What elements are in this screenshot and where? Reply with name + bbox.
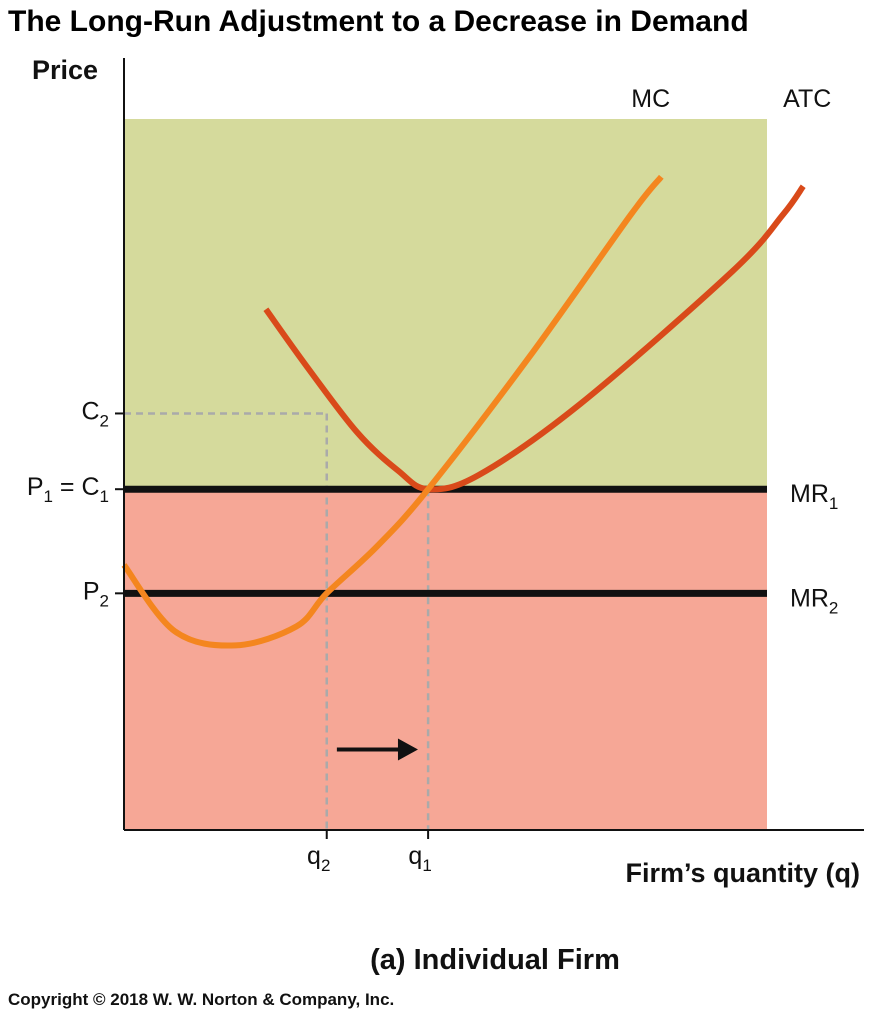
- mr-label-1: MR1: [790, 480, 838, 513]
- guide-lines: [124, 412, 430, 830]
- atc-curve-label: ATC: [783, 85, 831, 113]
- x-tick-label-1: q1: [408, 842, 431, 875]
- y-tick-label-1: P1 = C1: [27, 473, 109, 506]
- loss-shaded-region: [124, 489, 767, 830]
- y-tick-label-2: P2: [83, 577, 109, 610]
- chart-title: The Long-Run Adjustment to a Decrease in…: [8, 5, 749, 38]
- mc-curve-label: MC: [631, 85, 670, 113]
- panel-caption: (a) Individual Firm: [370, 944, 620, 976]
- cost-curves: ATC MC: [121, 85, 831, 761]
- x-axis-title: Firm’s quantity (q): [626, 858, 861, 888]
- x-tick-label-0: q2: [307, 842, 330, 875]
- axes: [123, 58, 864, 831]
- y-tick-label-0: C2: [81, 397, 109, 430]
- copyright-notice: Copyright © 2018 W. W. Norton & Company,…: [8, 990, 394, 1009]
- adjustment-arrowhead: [397, 738, 418, 761]
- upper-shaded-region: [124, 119, 767, 490]
- tick-labels: C2 P1 = C1 P2 q2 q1: [27, 397, 432, 875]
- atc-curve: [263, 184, 806, 493]
- y-axis-title: Price: [32, 55, 98, 85]
- mc-curve: [121, 174, 664, 649]
- mr-label-2: MR2: [790, 584, 838, 617]
